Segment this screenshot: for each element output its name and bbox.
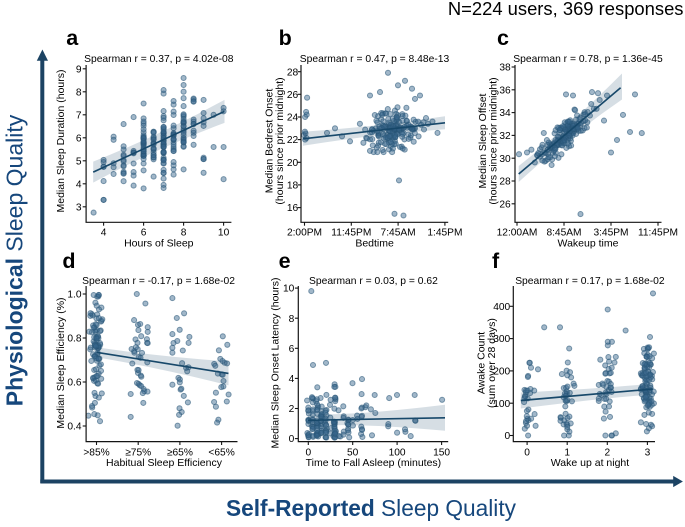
svg-text:300: 300 [493,334,510,345]
svg-text:50: 50 [347,447,359,458]
svg-text:b: b [279,26,292,50]
svg-text:0.6: 0.6 [67,378,81,389]
svg-text:18: 18 [287,181,299,192]
svg-text:4: 4 [289,374,295,385]
svg-text:Wake up at night: Wake up at night [551,457,629,469]
svg-text:8: 8 [289,314,295,325]
svg-text:20: 20 [287,158,299,169]
svg-text:26: 26 [499,199,511,210]
svg-text:2: 2 [289,404,295,415]
svg-text:Self-Reported Sleep Quality: Self-Reported Sleep Quality [226,495,517,521]
svg-text:Awake Count: Awake Count [476,332,488,394]
svg-text:8: 8 [76,87,82,98]
svg-text:1:45PM: 1:45PM [427,227,462,238]
svg-text:3: 3 [645,447,651,458]
svg-text:N=224 users, 369 responses: N=224 users, 369 responses [448,0,684,19]
svg-text:100: 100 [493,399,510,410]
svg-text:9: 9 [76,64,82,75]
svg-text:<65%: <65% [208,447,234,458]
svg-text:Physiological Sleep Quality: Physiological Sleep Quality [1,114,27,406]
svg-text:4: 4 [76,179,82,190]
svg-text:>85%: >85% [83,447,109,458]
svg-text:0: 0 [524,447,530,458]
svg-text:Bedtime: Bedtime [355,238,394,250]
svg-text:3: 3 [76,202,82,213]
svg-text:26: 26 [287,90,299,101]
svg-text:28: 28 [499,177,511,188]
svg-text:0: 0 [289,434,295,445]
svg-text:6: 6 [289,344,295,355]
svg-text:f: f [492,249,500,273]
svg-text:5: 5 [76,156,82,167]
svg-text:≥75%: ≥75% [125,447,151,458]
svg-text:(hours since prior midnight): (hours since prior midnight) [488,77,500,204]
svg-text:Median Sleep Offset: Median Sleep Offset [477,93,489,188]
svg-text:Spearman r = 0.03, p = 0.62: Spearman r = 0.03, p = 0.62 [309,276,438,287]
svg-text:Spearman r = 0.78, p = 1.36e-4: Spearman r = 0.78, p = 1.36e-45 [513,54,663,65]
svg-text:Median Bedrest Onset: Median Bedrest Onset [264,89,276,194]
svg-text:(sum over 28 days): (sum over 28 days) [486,318,498,408]
svg-text:30: 30 [499,154,511,165]
svg-text:150: 150 [433,447,450,458]
svg-text:6: 6 [141,227,147,238]
svg-text:0: 0 [305,447,311,458]
svg-text:11:45PM: 11:45PM [331,227,371,238]
svg-text:≥65%: ≥65% [167,447,193,458]
svg-text:d: d [62,249,75,273]
svg-text:28: 28 [287,67,299,78]
svg-text:Spearman r = 0.47, p = 8.48e-1: Spearman r = 0.47, p = 8.48e-13 [300,54,450,65]
svg-text:0: 0 [505,431,511,442]
svg-text:c: c [497,26,509,50]
svg-text:8:45AM: 8:45AM [546,227,581,238]
svg-text:Time to Fall Asleep (minutes): Time to Fall Asleep (minutes) [306,457,442,469]
svg-text:36: 36 [499,85,511,96]
svg-text:Spearman r = 0.37, p = 4.02e-0: Spearman r = 0.37, p = 4.02e-08 [84,54,234,65]
svg-text:Hours of Sleep: Hours of Sleep [124,238,194,250]
svg-text:16: 16 [287,203,299,214]
svg-text:1.0: 1.0 [67,290,81,301]
svg-text:0.4: 0.4 [67,422,81,433]
svg-text:Habitual Sleep Efficiency: Habitual Sleep Efficiency [106,457,223,469]
svg-text:Median Sleep Efficiency (%): Median Sleep Efficiency (%) [55,297,67,428]
svg-text:0.8: 0.8 [67,334,81,345]
svg-text:12:00AM: 12:00AM [497,227,538,238]
svg-text:2: 2 [604,447,610,458]
svg-text:Spearman r = 0.17, p = 1.68e-0: Spearman r = 0.17, p = 1.68e-02 [515,276,665,287]
svg-text:2:00PM: 2:00PM [287,227,322,238]
svg-text:Spearman r = -0.17, p = 1.68e-: Spearman r = -0.17, p = 1.68e-02 [82,276,235,287]
svg-text:(hours since prior midnight): (hours since prior midnight) [274,77,286,204]
svg-text:Median Sleep Duration (hours): Median Sleep Duration (hours) [55,70,67,213]
svg-text:e: e [279,249,291,273]
svg-text:4: 4 [101,227,107,238]
svg-text:24: 24 [287,113,299,124]
svg-text:7:45AM: 7:45AM [381,227,416,238]
svg-text:100: 100 [389,447,406,458]
svg-text:a: a [66,26,79,50]
svg-text:Wakeup time: Wakeup time [558,238,619,250]
svg-text:Median Sleep Onset Latency (ho: Median Sleep Onset Latency (hours) [270,277,282,448]
svg-text:400: 400 [493,302,510,313]
svg-text:22: 22 [287,135,299,146]
svg-text:32: 32 [499,131,511,142]
svg-text:8: 8 [181,227,187,238]
svg-text:10: 10 [218,227,230,238]
svg-text:3:45PM: 3:45PM [593,227,628,238]
svg-text:7: 7 [76,110,82,121]
svg-text:10: 10 [283,284,295,295]
svg-text:11:45PM: 11:45PM [638,227,678,238]
svg-text:6: 6 [76,133,82,144]
svg-text:38: 38 [499,63,511,74]
svg-text:1: 1 [564,447,570,458]
svg-text:200: 200 [493,367,510,378]
svg-text:34: 34 [499,108,511,119]
